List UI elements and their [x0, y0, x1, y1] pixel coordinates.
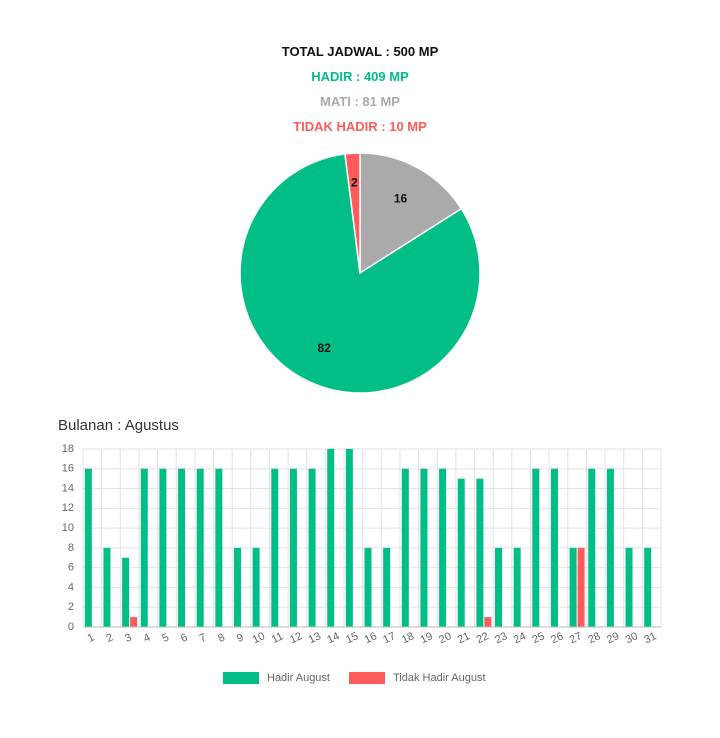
bar-hadir-day-21[interactable] [457, 478, 465, 627]
y-tick-label: 8 [68, 542, 74, 554]
mati-total-label: MATI : 81 MP [320, 94, 400, 109]
x-tick-label: 7 [198, 632, 209, 645]
y-tick-label: 12 [62, 502, 74, 514]
x-tick-label: 10 [251, 630, 267, 646]
y-tick-label: 18 [62, 443, 74, 455]
bar-tidak-hadir-day-27[interactable] [577, 547, 585, 627]
x-tick-label: 27 [568, 630, 584, 646]
bar-hadir-day-31[interactable] [644, 547, 652, 627]
bar-hadir-day-28[interactable] [588, 468, 596, 627]
bar-tidak-hadir-day-3[interactable] [130, 617, 138, 627]
x-tick-label: 14 [325, 630, 341, 646]
total-jadwal-label: TOTAL JADWAL : 500 MP [281, 44, 439, 59]
x-tick-label: 25 [530, 630, 546, 646]
bar-hadir-day-5[interactable] [159, 468, 167, 627]
y-tick-label: 16 [62, 463, 74, 475]
pie-slice-mati[interactable] [359, 152, 463, 275]
x-tick-label: 18 [400, 630, 416, 646]
bar-hadir-day-13[interactable] [308, 468, 316, 627]
bar-hadir-day-2[interactable] [103, 547, 111, 627]
y-tick-label: 2 [68, 601, 74, 613]
monthly-section-title: Bulanan : Agustus [58, 417, 179, 434]
x-tick-label: 4 [142, 632, 153, 645]
bar-hadir-day-12[interactable] [289, 468, 297, 627]
x-tick-label: 30 [624, 630, 640, 646]
legend-label-hadir: Hadir August [267, 672, 330, 684]
x-tick-label: 11 [270, 630, 285, 646]
attendance-pie-chart: 16 82 2 [239, 152, 481, 394]
x-tick-label: 5 [160, 632, 171, 645]
bar-hadir-day-6[interactable] [178, 468, 186, 627]
legend-swatch-tidak-hadir [349, 672, 385, 684]
pie-label-tidak-hadir: 2 [351, 175, 358, 189]
bar-tidak-hadir-day-22[interactable] [484, 617, 492, 627]
x-tick-label: 20 [437, 630, 453, 646]
x-tick-label: 26 [549, 630, 565, 646]
x-tick-label: 21 [456, 630, 472, 646]
bar-hadir-day-8[interactable] [215, 468, 223, 627]
bar-hadir-day-9[interactable] [233, 547, 241, 627]
x-tick-label: 13 [307, 630, 323, 646]
x-tick-label: 6 [179, 632, 190, 645]
x-tick-label: 15 [344, 630, 360, 646]
bar-hadir-day-23[interactable] [495, 547, 503, 627]
x-tick-label: 24 [512, 630, 528, 646]
x-tick-label: 23 [493, 630, 509, 646]
bar-hadir-day-4[interactable] [140, 468, 148, 627]
tidak-hadir-total-label: TIDAK HADIR : 10 MP [293, 119, 427, 134]
bar-hadir-day-16[interactable] [364, 547, 372, 627]
bar-hadir-day-20[interactable] [439, 468, 447, 627]
bar-hadir-day-10[interactable] [252, 547, 260, 627]
bar-hadir-day-15[interactable] [345, 449, 353, 627]
pie-label-hadir: 82 [318, 341, 332, 355]
y-tick-label: 14 [62, 482, 74, 494]
bar-hadir-day-3[interactable] [122, 557, 130, 627]
x-tick-label: 17 [381, 630, 397, 646]
bar-hadir-day-29[interactable] [606, 468, 614, 627]
bar-hadir-day-18[interactable] [401, 468, 409, 627]
bar-hadir-day-22[interactable] [476, 478, 484, 627]
legend-label-tidak-hadir: Tidak Hadir August [393, 672, 486, 684]
x-tick-label: 16 [363, 630, 379, 646]
bar-hadir-day-1[interactable] [84, 468, 92, 627]
y-tick-label: 4 [68, 581, 74, 593]
bar-hadir-day-7[interactable] [196, 468, 204, 627]
x-tick-label: 31 [642, 630, 658, 646]
pie-slice-hadir[interactable] [239, 153, 481, 394]
legend-item-tidak-hadir[interactable]: Tidak Hadir August [349, 671, 486, 685]
y-tick-label: 10 [62, 522, 74, 534]
bar-hadir-day-25[interactable] [532, 468, 540, 627]
bar-hadir-day-19[interactable] [420, 468, 428, 627]
pie-label-mati: 16 [394, 192, 408, 206]
pie-slice-tidak-hadir[interactable] [344, 152, 361, 274]
x-tick-label: 28 [586, 630, 602, 646]
y-tick-label: 6 [68, 562, 74, 574]
bar-hadir-day-26[interactable] [550, 468, 558, 627]
bar-hadir-day-24[interactable] [513, 547, 521, 627]
x-tick-label: 22 [475, 630, 491, 646]
x-tick-label: 1 [86, 632, 97, 645]
bar-hadir-day-30[interactable] [625, 547, 633, 627]
bar-hadir-day-17[interactable] [383, 547, 391, 627]
x-tick-label: 12 [288, 630, 304, 646]
x-tick-label: 9 [235, 632, 246, 645]
x-tick-label: 8 [216, 632, 227, 645]
legend-swatch-hadir [223, 672, 259, 684]
x-tick-label: 29 [605, 630, 621, 646]
x-tick-label: 3 [123, 632, 134, 645]
x-tick-label: 2 [104, 632, 115, 645]
bar-hadir-day-27[interactable] [569, 547, 577, 627]
x-tick-label: 19 [419, 630, 435, 646]
y-tick-label: 0 [68, 621, 74, 633]
bar-hadir-day-11[interactable] [271, 468, 279, 627]
legend-item-hadir[interactable]: Hadir August [223, 671, 330, 685]
bar-hadir-day-14[interactable] [327, 449, 335, 627]
hadir-total-label: HADIR : 409 MP [311, 69, 409, 84]
